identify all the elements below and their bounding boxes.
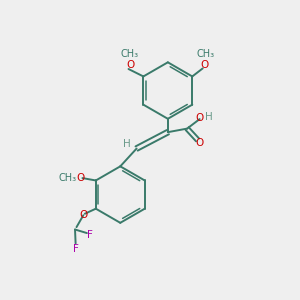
Text: O: O xyxy=(126,60,134,70)
Text: F: F xyxy=(87,230,93,241)
Text: H: H xyxy=(123,139,131,149)
Text: F: F xyxy=(73,244,79,254)
Text: O: O xyxy=(195,138,203,148)
Text: O: O xyxy=(76,173,85,183)
Text: CH₃: CH₃ xyxy=(120,49,139,59)
Text: O: O xyxy=(80,210,88,220)
Text: O: O xyxy=(200,60,208,70)
Text: H: H xyxy=(205,112,213,122)
Text: CH₃: CH₃ xyxy=(58,173,76,183)
Text: O: O xyxy=(196,112,204,123)
Text: CH₃: CH₃ xyxy=(196,49,214,58)
